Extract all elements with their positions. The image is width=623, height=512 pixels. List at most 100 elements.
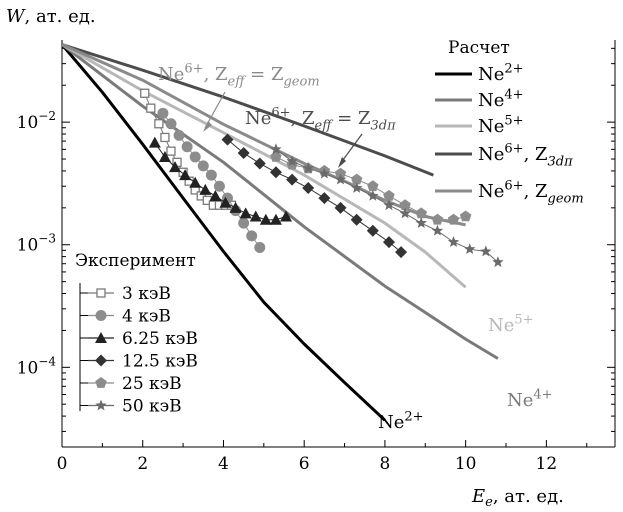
data-point-e625 bbox=[189, 176, 202, 188]
y-axis-label: W, ат. ед. bbox=[6, 6, 96, 27]
data-point-e3 bbox=[146, 103, 156, 113]
data-point-e50 bbox=[447, 236, 460, 247]
data-point-e4 bbox=[205, 169, 217, 181]
annotation-ne6-3dpi: Ne6+, Zeff = Z3dπ bbox=[245, 105, 396, 133]
data-point-e4 bbox=[238, 217, 250, 229]
x-tick-label: 4 bbox=[218, 454, 229, 474]
data-point-e25 bbox=[367, 180, 379, 192]
data-point-e625 bbox=[209, 189, 222, 201]
data-point-e50 bbox=[464, 243, 476, 254]
data-point-e4 bbox=[157, 107, 169, 119]
legend-calc-label-ne6_geom: Ne6+, Zgeom bbox=[478, 178, 584, 206]
annotation-ne2: Ne2+ bbox=[378, 409, 424, 433]
data-point-e25 bbox=[334, 167, 347, 179]
legend-exp-label-e4: 4 кэВ bbox=[122, 307, 171, 327]
data-point-e4 bbox=[189, 151, 201, 163]
legend-exp-label-e25: 25 кэВ bbox=[122, 374, 182, 394]
legend-calc-label-ne5: Ne5+ bbox=[478, 113, 524, 137]
plot-area bbox=[62, 43, 504, 422]
legend-exp-marker-e25 bbox=[95, 377, 107, 388]
legend-exp-marker-e625 bbox=[95, 332, 107, 343]
data-point-e125 bbox=[302, 182, 315, 195]
data-point-e50 bbox=[480, 245, 492, 257]
annotation-ne5: Ne5+ bbox=[488, 312, 534, 336]
data-point-e3 bbox=[160, 132, 170, 143]
data-point-e625 bbox=[239, 207, 252, 219]
data-point-e4 bbox=[213, 180, 225, 192]
data-point-e4 bbox=[173, 129, 185, 141]
data-point-e625 bbox=[259, 213, 272, 225]
data-point-e25 bbox=[383, 189, 395, 201]
data-point-e4 bbox=[254, 241, 266, 253]
data-point-e625 bbox=[158, 150, 171, 162]
data-point-e4 bbox=[181, 141, 193, 153]
calc-line-ne6_3dpi bbox=[62, 43, 434, 177]
data-point-e25 bbox=[399, 199, 411, 211]
data-point-e3 bbox=[166, 146, 176, 156]
data-point-e125 bbox=[350, 213, 363, 226]
exp-series-e4 bbox=[157, 107, 266, 253]
data-point-e50 bbox=[431, 224, 444, 236]
legend-calc-title: Расчет bbox=[448, 38, 510, 58]
data-point-e25 bbox=[447, 213, 460, 225]
legend-exp-marker-e50 bbox=[95, 399, 107, 411]
data-point-e25 bbox=[351, 173, 363, 185]
data-point-e625 bbox=[269, 213, 282, 225]
annotation-arrowhead-3dpi bbox=[338, 157, 346, 168]
x-axis-label: Ee, ат. ед. bbox=[471, 486, 564, 510]
legend-exp-title: Эксперимент bbox=[75, 251, 196, 271]
data-point-e50 bbox=[302, 162, 314, 174]
data-point-e125 bbox=[269, 166, 282, 179]
data-point-e50 bbox=[415, 217, 427, 228]
data-point-e3 bbox=[154, 119, 164, 129]
data-point-e50 bbox=[383, 199, 395, 211]
data-point-e50 bbox=[367, 189, 379, 201]
data-point-e4 bbox=[165, 118, 177, 130]
data-point-e4 bbox=[246, 230, 258, 242]
y-tick-label: 10−4 bbox=[17, 354, 57, 378]
legend-exp-label-e125: 12.5 кэВ bbox=[122, 352, 198, 372]
data-point-e125 bbox=[237, 147, 250, 160]
data-point-e625 bbox=[249, 210, 262, 222]
calc-line-ne2 bbox=[62, 43, 386, 422]
data-point-e50 bbox=[286, 155, 298, 167]
exp-series-e50 bbox=[270, 143, 504, 268]
x-tick-label: 2 bbox=[137, 454, 148, 474]
legend-exp-label-e50: 50 кэВ bbox=[122, 397, 182, 417]
data-point-e50 bbox=[492, 256, 504, 268]
y-tick-label: 10−2 bbox=[17, 109, 56, 133]
data-point-e50 bbox=[270, 143, 282, 155]
x-tick-label: 8 bbox=[380, 454, 391, 474]
data-point-e625 bbox=[229, 201, 242, 213]
legend-calc-label-ne4: Ne4+ bbox=[478, 87, 524, 111]
data-point-e125 bbox=[318, 192, 331, 205]
data-point-e4 bbox=[197, 160, 209, 172]
legend-exp-marker-e125 bbox=[95, 354, 107, 367]
data-point-e625 bbox=[169, 161, 182, 173]
data-point-e625 bbox=[199, 183, 212, 195]
data-point-e625 bbox=[179, 169, 192, 181]
data-point-e125 bbox=[395, 246, 408, 259]
data-point-e50 bbox=[351, 182, 363, 193]
data-point-e125 bbox=[253, 157, 266, 170]
exp-series-e625 bbox=[148, 136, 293, 225]
data-point-e25 bbox=[415, 207, 427, 219]
data-point-e625 bbox=[219, 196, 232, 208]
y-tick-label: 10−3 bbox=[17, 232, 56, 256]
annotation-ne6-geom: Ne6+, Zeff = Zgeom bbox=[158, 61, 320, 89]
exp-series-e125 bbox=[221, 133, 408, 259]
legend-calc-label-ne2: Ne2+ bbox=[478, 61, 524, 85]
annotation-arrowhead-geom bbox=[203, 121, 212, 132]
data-point-e125 bbox=[382, 236, 395, 249]
data-point-e125 bbox=[221, 133, 234, 146]
data-point-e50 bbox=[318, 167, 331, 179]
legend-exp-label-e625: 6.25 кэВ bbox=[122, 329, 198, 349]
data-point-e50 bbox=[399, 207, 411, 219]
data-point-e125 bbox=[366, 224, 379, 237]
legend-exp-marker-e3 bbox=[96, 288, 106, 298]
x-tick-label: 10 bbox=[455, 454, 477, 474]
x-tick-label: 12 bbox=[536, 454, 558, 474]
data-point-e625 bbox=[148, 136, 161, 148]
data-point-e25 bbox=[431, 213, 444, 225]
